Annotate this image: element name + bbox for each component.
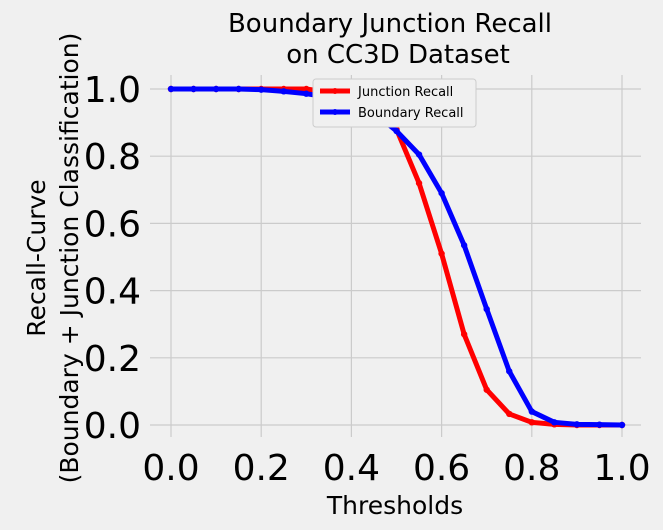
- data-point-boundary-recall: [303, 90, 310, 97]
- x-tick-label: 0.4: [323, 448, 380, 489]
- chart-title-line-2: on CC3D Dataset: [286, 40, 510, 70]
- legend-marker-junction: [332, 88, 338, 94]
- y-tick-label: 0.6: [84, 204, 141, 245]
- legend-box: [312, 78, 477, 128]
- x-tick-labels: 0.0 0.2 0.4 0.6 0.8 1.0: [142, 448, 650, 489]
- data-point-boundary-recall: [393, 127, 400, 135]
- data-point-boundary-recall: [258, 86, 265, 93]
- legend-label-junction: Junction Recall: [357, 85, 453, 100]
- data-point-boundary-recall: [528, 408, 535, 415]
- y-tick-label: 0.4: [84, 272, 141, 313]
- data-point-junction-recall: [460, 331, 468, 338]
- x-tick-label: 0.2: [233, 448, 290, 489]
- x-axis-label: Thresholds: [326, 491, 463, 520]
- data-point-boundary-recall: [280, 88, 287, 95]
- data-point-boundary-recall: [415, 151, 423, 158]
- y-tick-label: 0.0: [84, 406, 141, 447]
- data-point-boundary-recall: [190, 85, 197, 93]
- data-point-junction-recall: [303, 85, 310, 93]
- data-point-boundary-recall: [167, 85, 175, 93]
- data-point-boundary-recall: [438, 189, 445, 197]
- y-tick-label: 0.8: [84, 137, 141, 178]
- data-point-junction-recall: [415, 179, 423, 187]
- data-point-junction-recall: [506, 410, 513, 418]
- x-tick-label: 1.0: [593, 448, 650, 489]
- data-point-boundary-recall: [235, 85, 242, 93]
- y-axis-label-line-1: Recall-Curve: [22, 179, 51, 336]
- data-point-boundary-recall: [618, 421, 626, 429]
- y-tick-labels: 0.0 0.2 0.4 0.6 0.8 1.0: [84, 70, 141, 447]
- grid: [150, 75, 641, 437]
- y-tick-label: 1.0: [84, 70, 141, 111]
- data-point-boundary-recall: [596, 421, 603, 428]
- data-point-junction-recall: [438, 250, 445, 257]
- data-point-boundary-recall: [212, 85, 220, 93]
- y-tick-label: 0.2: [84, 339, 141, 380]
- data-point-junction-recall: [528, 419, 535, 426]
- data-point-boundary-recall: [506, 368, 513, 375]
- data-point-boundary-recall: [551, 419, 558, 426]
- y-axis-label-line-2: (Boundary + Junction Classification): [55, 33, 84, 484]
- chart-title-line-1: Boundary Junction Recall: [228, 9, 552, 39]
- legend: Junction Recall Boundary Recall: [312, 78, 477, 128]
- x-tick-label: 0.0: [142, 448, 199, 489]
- x-tick-label: 0.8: [503, 448, 560, 489]
- data-point-boundary-recall: [460, 242, 468, 249]
- data-point-boundary-recall: [483, 305, 490, 313]
- legend-marker-boundary: [332, 109, 338, 115]
- data-point-boundary-recall: [573, 421, 581, 428]
- legend-label-boundary: Boundary Recall: [358, 106, 464, 121]
- x-tick-label: 0.6: [413, 448, 470, 489]
- data-point-junction-recall: [483, 386, 490, 393]
